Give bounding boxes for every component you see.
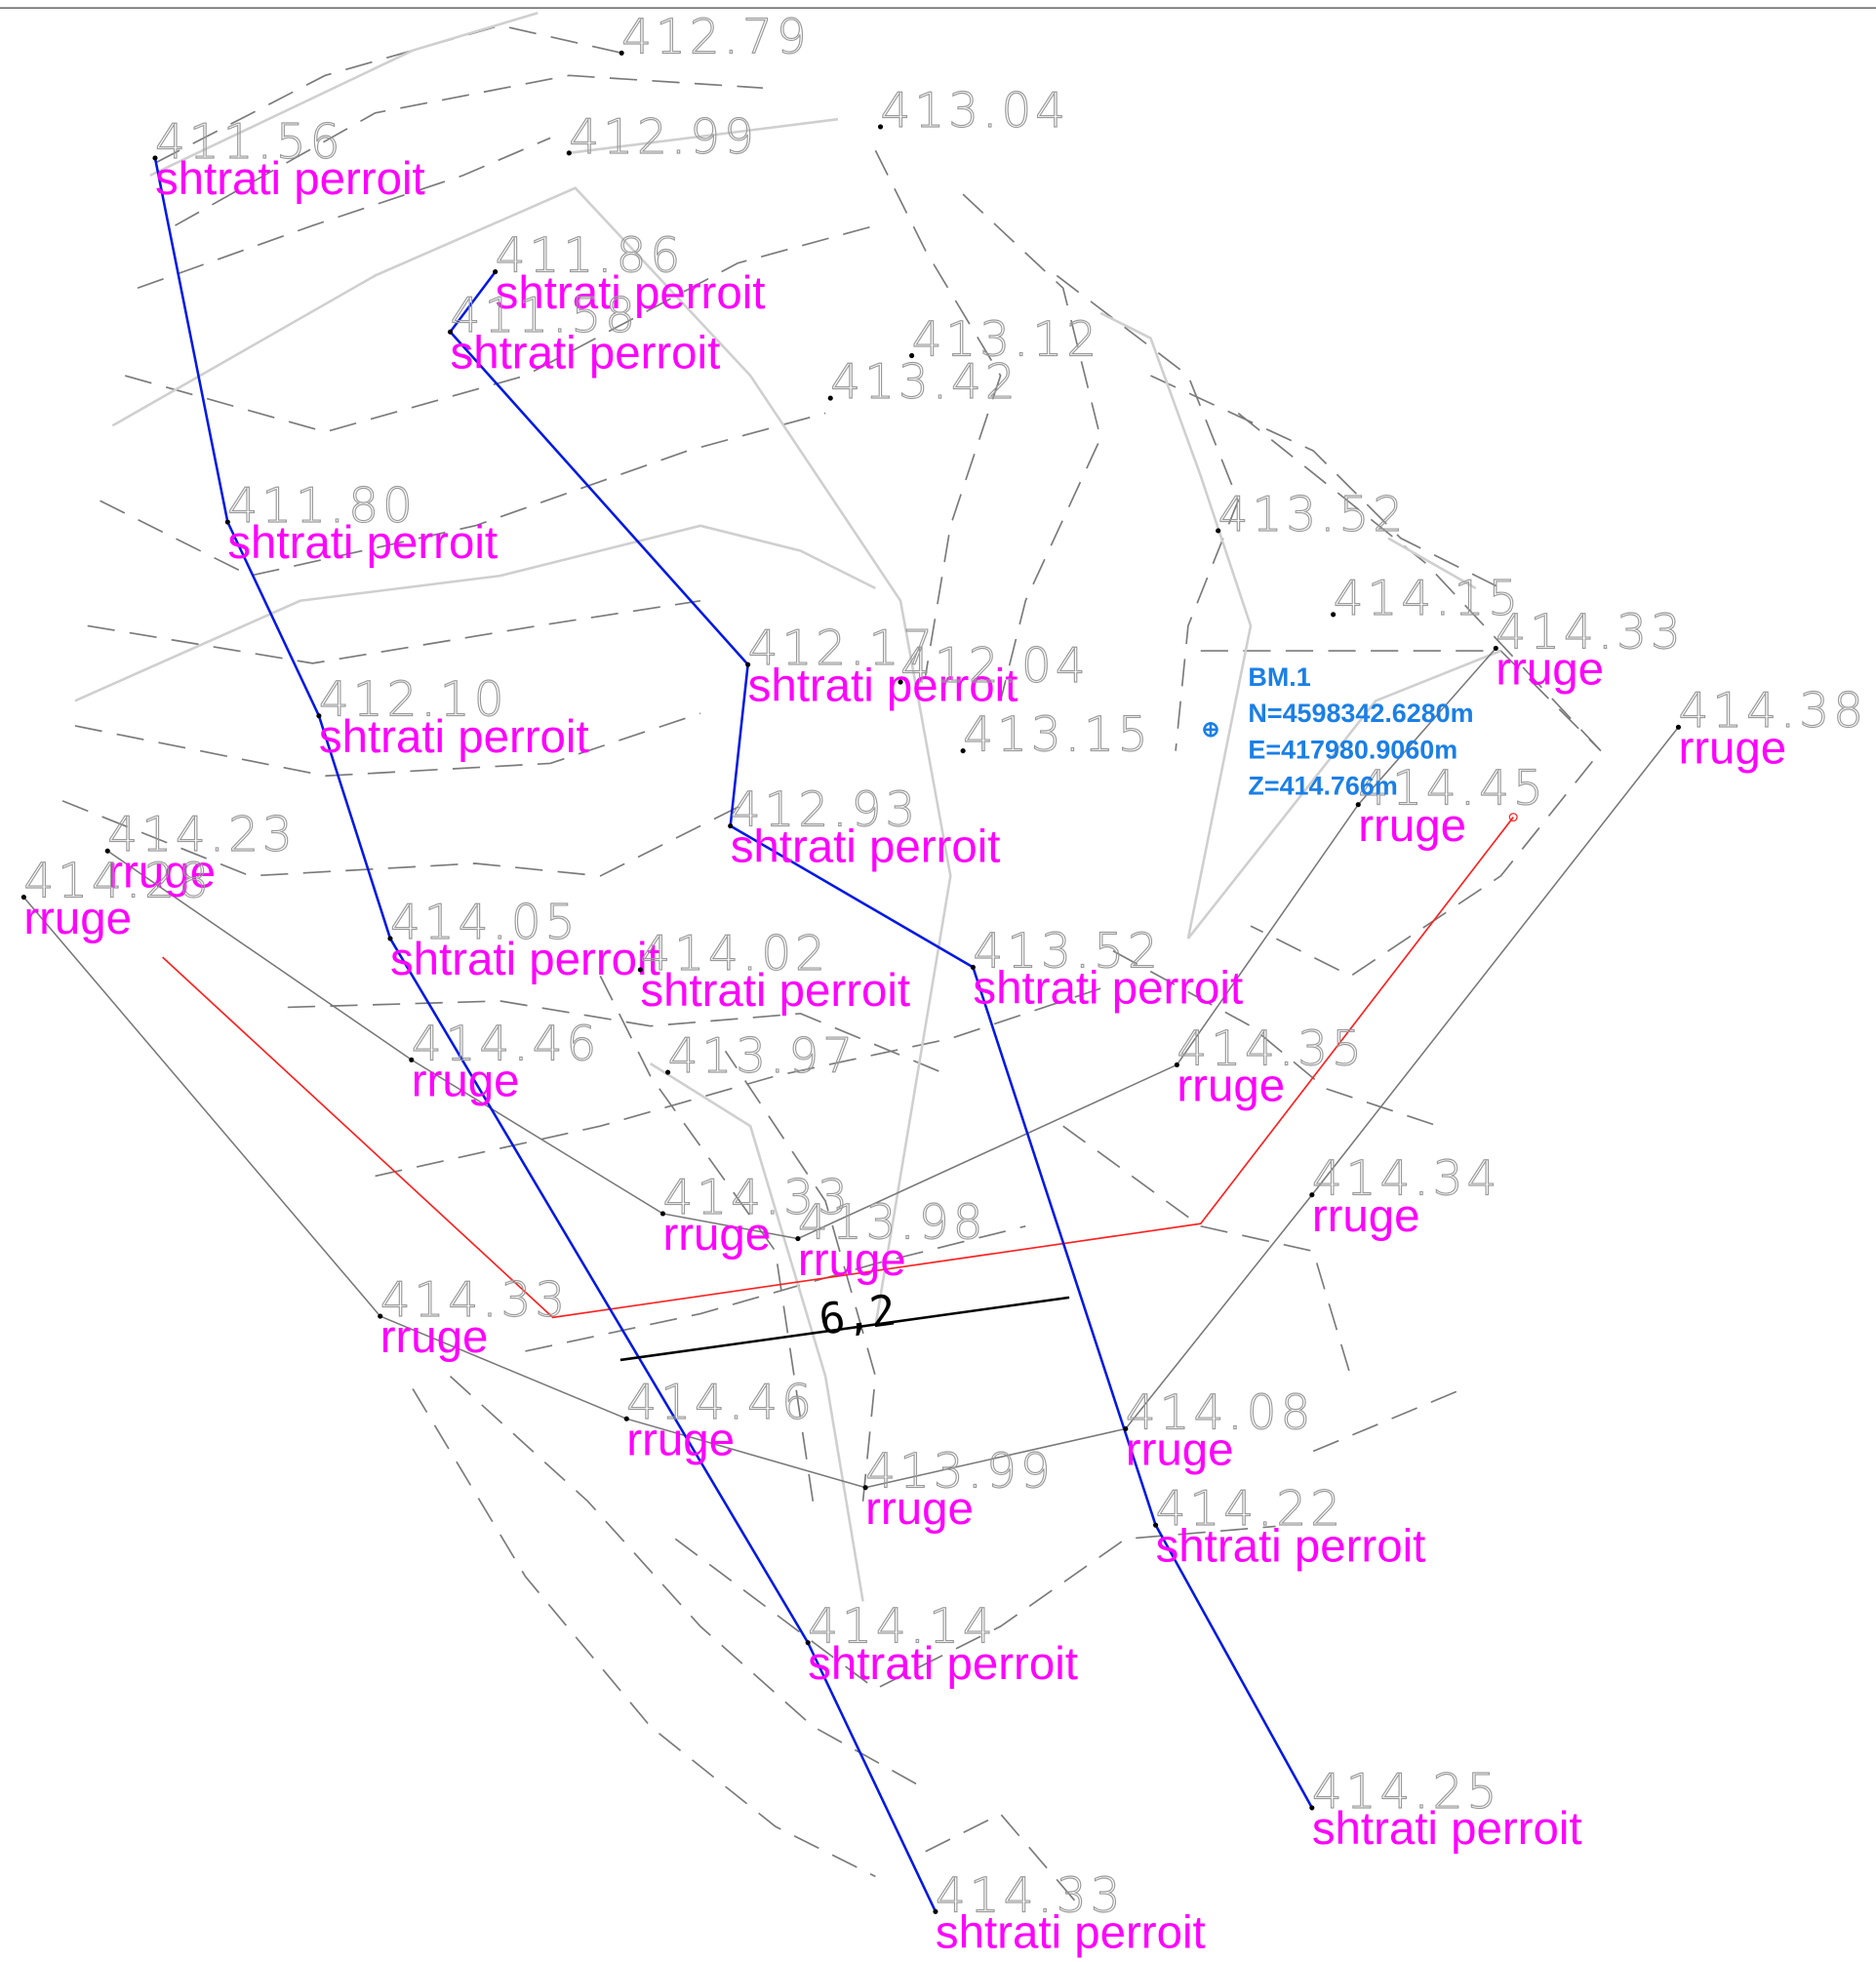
point-code: shtrati perroit <box>227 517 498 569</box>
survey-plan: 412.79411.56shtrati perroit412.99413.044… <box>0 0 1876 1962</box>
benchmark-easting: E=417980.9060m <box>1248 735 1457 764</box>
point-code: shtrati perroit <box>319 711 589 763</box>
elevation-label: 413.97 <box>668 1029 858 1084</box>
point-code: rruge <box>23 893 132 944</box>
elevation-label: 413.15 <box>963 708 1152 763</box>
dimension-text: 6,2 <box>817 1286 899 1344</box>
elevation-label: 413.52 <box>1218 488 1408 542</box>
point-code: rruge <box>412 1055 520 1106</box>
point-code: rruge <box>1312 1190 1420 1242</box>
point-code: shtrati perroit <box>155 153 425 205</box>
point-code: rruge <box>1358 800 1466 852</box>
point-code: rruge <box>1496 644 1604 696</box>
point-code: rruge <box>626 1414 735 1465</box>
point-code: shtrati perroit <box>390 934 660 985</box>
elevation-label: 412.79 <box>621 10 811 64</box>
benchmark-northing: N=4598342.6280m <box>1248 699 1473 728</box>
benchmark-name: BM.1 <box>1248 662 1310 692</box>
point-code: rruge <box>380 1311 489 1363</box>
point-code: rruge <box>798 1234 906 1286</box>
benchmark-height: Z=414.766m <box>1248 771 1397 800</box>
point-code: shtrati perroit <box>973 963 1243 1015</box>
point-code: shtrati perroit <box>731 821 1001 873</box>
point-code: rruge <box>1177 1061 1285 1112</box>
point-code: rruge <box>1126 1424 1234 1476</box>
point-code: rruge <box>865 1483 974 1535</box>
point-code: shtrati perroit <box>1312 1803 1582 1855</box>
point-code: shtrati perroit <box>640 965 910 1017</box>
point-code: rruge <box>1678 722 1786 774</box>
point-code: rruge <box>662 1209 771 1261</box>
elevation-label: 412.04 <box>900 639 1090 694</box>
elevation-label: 414.15 <box>1334 572 1522 626</box>
point-code: shtrati perroit <box>451 327 721 379</box>
elevation-label: 413.42 <box>830 355 1019 410</box>
point-code: shtrati perroit <box>936 1906 1206 1958</box>
point-code: shtrati perroit <box>808 1638 1078 1690</box>
elevation-label: 413.04 <box>881 84 1069 139</box>
point-code: shtrati perroit <box>1156 1520 1426 1572</box>
elevation-label: 412.99 <box>569 110 758 165</box>
